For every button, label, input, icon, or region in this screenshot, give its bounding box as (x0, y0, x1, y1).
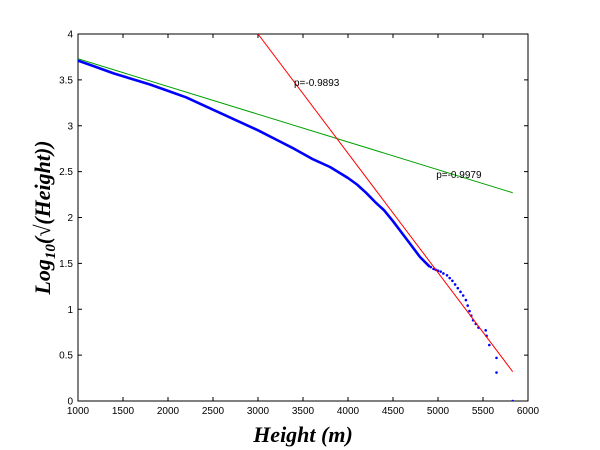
y-tick-label: 1 (67, 305, 73, 316)
y-axis-label-body: (√(Height)) (30, 140, 55, 244)
x-tick-label: 3500 (292, 406, 315, 417)
y-axis-label-subscript: 10 (43, 244, 59, 260)
annotations: p=-0.9893 p=-0.9979 (294, 78, 482, 181)
y-tick-label: 0.5 (59, 351, 73, 362)
data-point (461, 294, 465, 297)
data-point (495, 356, 498, 360)
data-point (466, 304, 470, 307)
axis-ticks: 1000 1500 2000 2500 3000 3500 4000 4500 5000 5500… (59, 30, 539, 418)
data-series (78, 34, 514, 401)
y-tick-label: 2 (67, 213, 73, 224)
x-tick-label: 4500 (382, 406, 405, 417)
correlation-annotation: p=-0.9893 (294, 78, 340, 89)
x-tick-label: 4000 (337, 406, 360, 417)
x-tick-label: 5500 (472, 406, 495, 417)
red-fit-line (257, 34, 514, 372)
data-point (456, 286, 460, 290)
y-tick-label: 3.5 (59, 75, 73, 86)
y-tick-label: 0 (67, 397, 73, 408)
data-point (442, 272, 445, 275)
data-point (511, 399, 514, 401)
data-point (439, 270, 443, 273)
x-tick-label: 2500 (202, 406, 225, 417)
x-tick-label: 3000 (247, 406, 270, 417)
x-tick-label: 6000 (517, 406, 540, 417)
data-point (445, 274, 449, 277)
y-tick-label: 1.5 (59, 259, 73, 270)
data-point (488, 343, 491, 347)
y-tick-label: 4 (67, 30, 73, 41)
data-point (468, 309, 471, 313)
data-curve (78, 59, 431, 268)
y-tick-label: 3 (67, 121, 73, 132)
data-point (448, 276, 452, 280)
data-point (453, 283, 457, 286)
x-tick-label: 2000 (157, 406, 180, 417)
y-axis-label: Log10(√(Height)) (30, 140, 59, 295)
data-point (495, 371, 498, 374)
x-tick-label: 5000 (427, 406, 450, 417)
x-axis-label: Height (m) (252, 422, 353, 447)
green-fit-line (78, 58, 513, 194)
data-point (429, 265, 433, 269)
x-tick-label: 1000 (67, 406, 90, 417)
data-point (484, 329, 488, 332)
x-tick-label: 1500 (112, 406, 135, 417)
data-point (464, 298, 468, 302)
data-point (459, 290, 462, 294)
y-tick-label: 2.5 (59, 167, 73, 178)
correlation-annotation: p=-0.9979 (436, 170, 482, 181)
data-point (451, 279, 454, 283)
y-axis-label-prefix: Log (30, 259, 55, 295)
